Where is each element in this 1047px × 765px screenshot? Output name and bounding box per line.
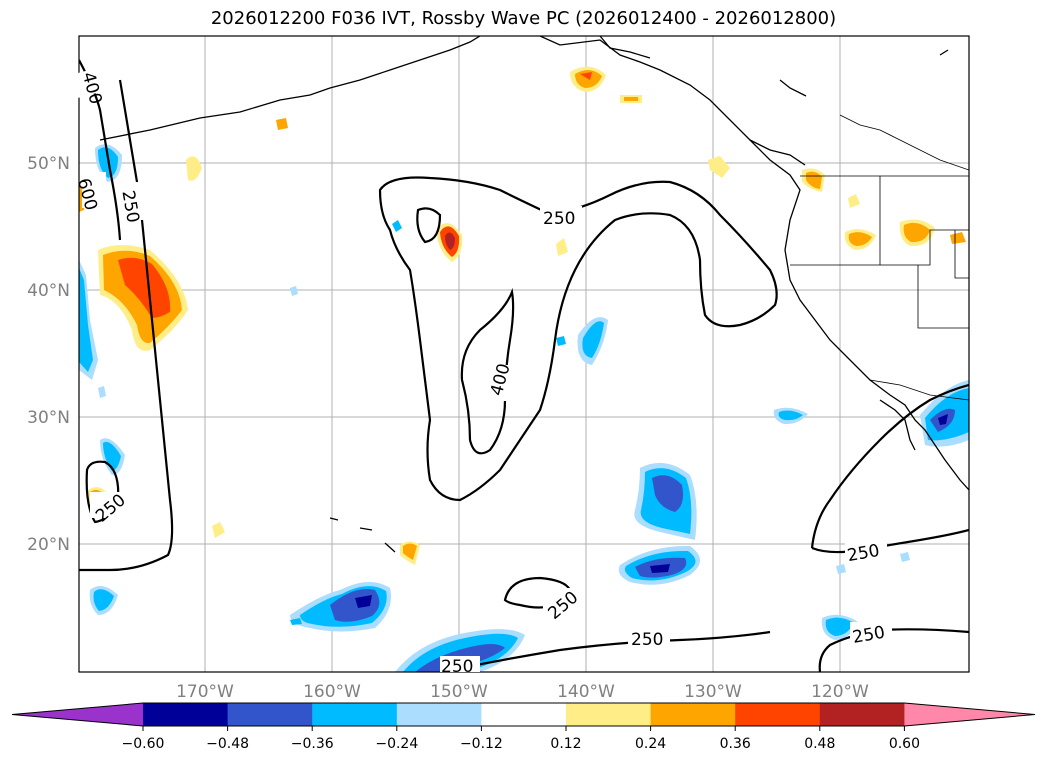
colorbar-tick-label: −0.48 [206,736,249,752]
colorbar-tick-label: −0.24 [375,736,418,752]
latitude-labels: 50°N 40°N 30°N 20°N [27,154,70,555]
gridlines [79,36,969,672]
contour-label: 250 [631,630,663,650]
map-frame [78,35,970,673]
lon-label: 140°W [557,682,615,702]
positive-anomaly-fills [79,66,966,565]
colorbar-segment [650,703,736,726]
colorbar-tick-label: 0.12 [550,736,581,752]
political-borders [790,114,969,401]
negative-anomaly-fills [79,144,969,672]
colorbar-tick-label: 0.60 [889,736,920,752]
colorbar-tick-label: −0.12 [460,736,503,752]
colorbar-extend-low [12,703,143,726]
colorbar-tick-label: −0.60 [122,736,165,752]
colorbar-tick-label: 0.48 [804,736,835,752]
lon-label: 120°W [811,682,869,702]
lon-label: 130°W [684,682,742,702]
contour-250-east [810,383,969,549]
contour-400-central [460,287,515,455]
colorbar-tick-label: 0.36 [720,736,751,752]
coastlines [99,36,969,553]
colorbar-tick-label: 0.24 [635,736,666,752]
colorbar-segment [227,703,313,726]
contour-label: 250 [441,657,473,677]
lon-label: 160°W [303,682,361,702]
colorbar-segment [735,703,821,726]
colorbar-segment [481,703,567,726]
contour-250-central [378,176,778,502]
lon-label: 150°W [430,682,488,702]
colorbar: −0.60 −0.48 −0.36 −0.24 −0.12 0.12 0.24 0.36 0.4… [11,702,1036,752]
colorbar-segment [143,703,229,726]
lon-label: 170°W [176,682,234,702]
colorbar-extend-high [904,703,1035,726]
colorbar-segment [566,703,652,726]
map-panel [79,36,969,672]
lat-label: 20°N [27,535,70,555]
colorbar-segment [819,703,905,726]
lat-label: 50°N [27,154,70,174]
colorbar-segment [396,703,482,726]
colorbar-segment [312,703,398,726]
map-title: 2026012200 F036 IVT, Rossby Wave PC (202… [210,8,837,29]
longitude-labels: 170°W 160°W 150°W 140°W 130°W 120°W [176,682,869,702]
lat-label: 40°N [27,281,70,301]
colorbar-tick-label: −0.36 [291,736,334,752]
lat-label: 30°N [27,408,70,428]
contour-label: 250 [543,209,575,229]
